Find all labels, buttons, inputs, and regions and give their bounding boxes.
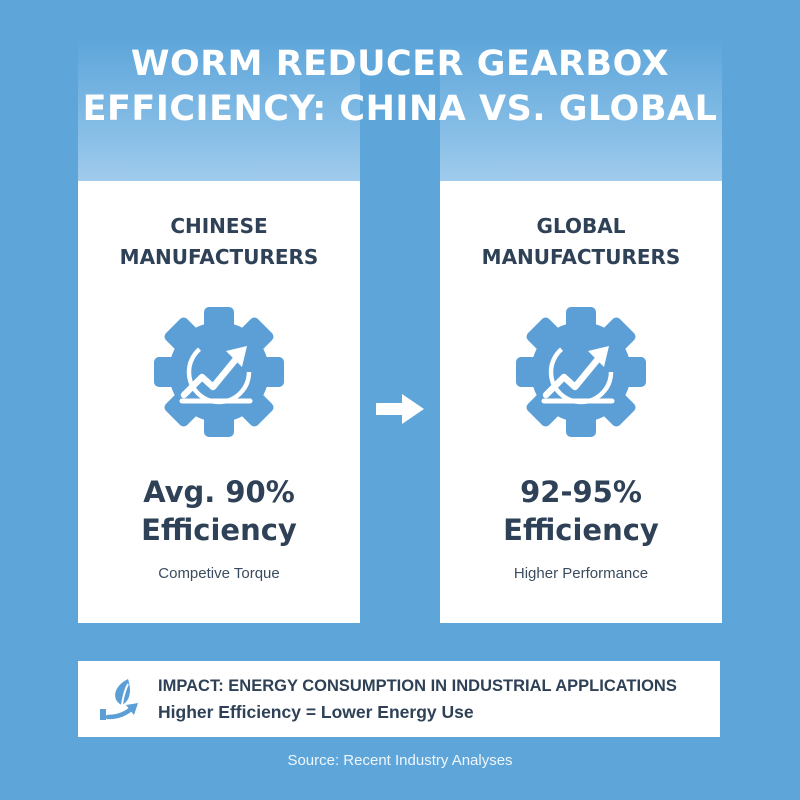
title-glow-left — [78, 40, 360, 200]
page-title: WORM REDUCER GEARBOX EFFICIENCY: CHINA V… — [0, 42, 800, 132]
card-heading-line-1: CHINESE — [170, 214, 268, 238]
card-caption: Competive Torque — [158, 565, 280, 582]
title-glow-right — [440, 40, 722, 200]
source-note: Source: Recent Industry Analyses — [287, 752, 513, 769]
gear-growth-chart-icon — [154, 307, 284, 437]
chinese-manufacturers-card: CHINESE MANUFACTURERS Avg. 90% Efficienc… — [78, 181, 360, 623]
card-heading: CHINESE MANUFACTURERS — [78, 211, 360, 273]
impact-heading: IMPACT: ENERGY CONSUMPTION IN INDUSTRIAL… — [158, 677, 677, 695]
efficiency-value-line-2: Efficiency — [141, 513, 297, 547]
global-manufacturers-card: GLOBAL MANUFACTURERS 92-95% Efficiency H… — [440, 181, 722, 623]
efficiency-value: Avg. 90% Efficiency — [78, 473, 360, 549]
impact-statement: Higher Efficiency = Lower Energy Use — [158, 702, 474, 722]
card-heading-line-1: GLOBAL — [536, 214, 626, 238]
card-heading-line-2: MANUFACTURERS — [119, 245, 319, 269]
right-arrow-icon — [376, 394, 424, 424]
title-line-1: WORM REDUCER GEARBOX — [130, 44, 670, 84]
title-line-2: EFFICIENCY: CHINA VS. GLOBAL — [82, 89, 718, 129]
efficiency-value-line-1: Avg. 90% — [143, 475, 295, 509]
card-caption: Higher Performance — [513, 565, 649, 582]
efficiency-value: 92-95% Efficiency — [440, 473, 722, 549]
impact-banner: IMPACT: ENERGY CONSUMPTION IN INDUSTRIAL… — [78, 661, 720, 737]
gear-growth-chart-icon — [516, 307, 646, 437]
card-heading-line-2: MANUFACTURERS — [481, 245, 681, 269]
efficiency-value-line-2: Efficiency — [503, 513, 659, 547]
efficiency-value-line-1: 92-95% — [520, 475, 642, 509]
leaf-energy-icon — [100, 679, 138, 720]
card-heading: GLOBAL MANUFACTURERS — [440, 211, 722, 273]
